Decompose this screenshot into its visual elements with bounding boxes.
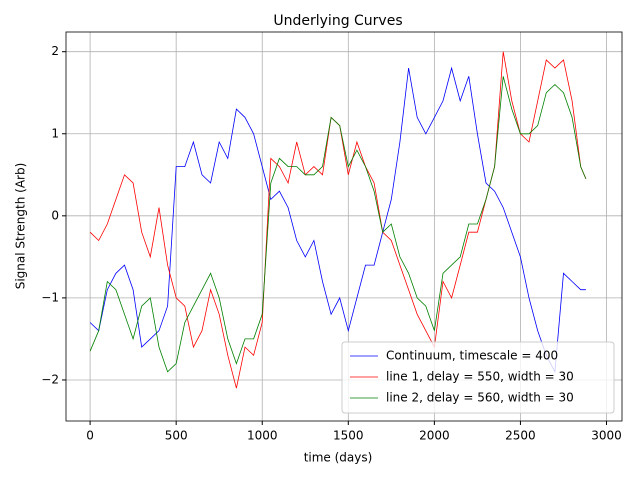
series-line xyxy=(89,66,586,374)
plot-frame xyxy=(65,31,623,422)
x-tick-label: 1000 xyxy=(247,429,278,443)
legend-label: line 1, delay = 550, width = 30 xyxy=(386,370,574,384)
x-tick-label: 500 xyxy=(165,429,188,443)
chart-title: Underlying Curves xyxy=(273,13,402,29)
legend-label: line 2, delay = 560, width = 30 xyxy=(386,391,574,405)
y-axis-label: Signal Strength (Arb) xyxy=(14,163,28,290)
series-line xyxy=(89,76,587,373)
x-tick-label: 2500 xyxy=(505,429,536,443)
y-tick-label: 0 xyxy=(51,208,59,222)
y-tick-label: −1 xyxy=(41,290,59,304)
x-axis-label: time (days) xyxy=(304,451,373,465)
x-tick-label: 1500 xyxy=(333,429,364,443)
x-tick-label: 3000 xyxy=(591,429,622,443)
legend-box xyxy=(341,341,615,414)
legend-label: Continuum, timescale = 400 xyxy=(386,349,558,363)
y-tick-label: 1 xyxy=(51,126,59,140)
series-line xyxy=(89,51,587,389)
x-tick-label: 0 xyxy=(86,429,94,443)
x-tick-label: 2000 xyxy=(419,429,450,443)
y-tick-label: −2 xyxy=(41,372,59,386)
y-tick-label: 2 xyxy=(51,44,59,58)
